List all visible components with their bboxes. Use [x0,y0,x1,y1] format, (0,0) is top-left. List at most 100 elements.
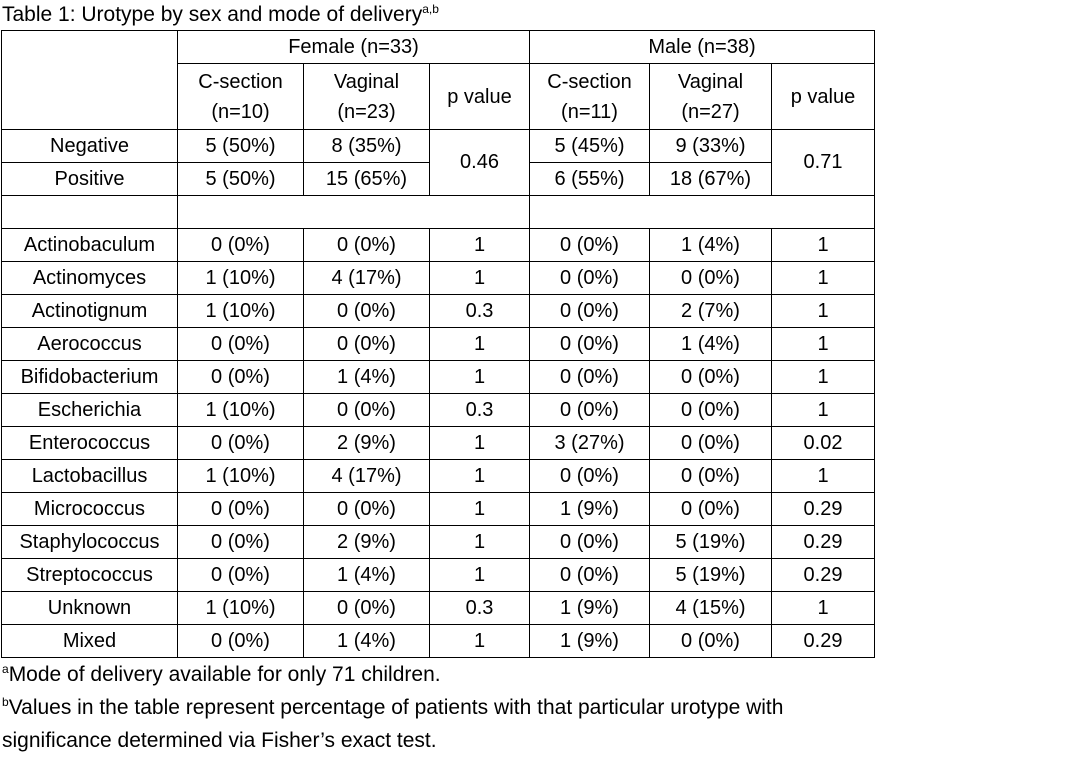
male-csection-cell: 0 (0%) [529,228,650,262]
female-vaginal-cell: 2 (9%) [303,426,430,460]
table-footnotes: aMode of delivery available for only 71 … [2,658,783,757]
female-pvalue-cell: 1 [429,558,530,592]
footnote-a: aMode of delivery available for only 71 … [2,658,783,691]
female-csection-cell: 1 (10%) [177,591,304,625]
female-csection-cell: 0 (0%) [177,327,304,361]
spacer-row [1,195,875,229]
row-label: Streptococcus [1,558,178,592]
female-vaginal-cell: 8 (35%) [303,129,430,163]
female-pvalue-cell: 1 [429,327,530,361]
row-label: Mixed [1,624,178,658]
row-label: Escherichia [1,393,178,427]
female-vaginal-cell: 0 (0%) [303,393,430,427]
footnote-b: bValues in the table represent percentag… [2,691,783,724]
female-csection-cell: 1 (10%) [177,459,304,493]
male-pvalue-cell: 1 [771,393,875,427]
male-vaginal-cell: 2 (7%) [649,294,772,328]
footnote-text: Mode of delivery available for only 71 c… [8,663,441,686]
female-vaginal-header: Vaginal (n=23) [303,63,430,130]
male-group-header: Male (n=38) [529,30,875,64]
table-row: Bifidobacterium 0 (0%) 1 (4%) 1 0 (0%) 0 (0%)… [1,360,875,394]
male-vaginal-cell: 0 (0%) [649,624,772,658]
female-vaginal-cell: 4 (17%) [303,459,430,493]
female-pvalue-cell: 0.3 [429,393,530,427]
male-pvalue-cell: 0.29 [771,624,875,658]
female-csection-cell: 0 (0%) [177,360,304,394]
female-pvalue-cell: 1 [429,360,530,394]
table-row: Aerococcus 0 (0%) 0 (0%) 1 0 (0%) 1 (4%) 1 [1,327,875,361]
row-label: Staphylococcus [1,525,178,559]
male-vaginal-cell: 1 (4%) [649,228,772,262]
male-csection-cell: 0 (0%) [529,525,650,559]
female-csection-cell: 1 (10%) [177,294,304,328]
female-vaginal-cell: 0 (0%) [303,228,430,262]
male-vaginal-cell: 9 (33%) [649,129,772,163]
footnote-mark: b [2,695,9,709]
female-pvalue-header: p value [429,63,530,130]
female-vaginal-cell: 15 (65%) [303,162,430,196]
male-pvalue-cell: 1 [771,261,875,295]
male-vaginal-cell: 0 (0%) [649,393,772,427]
table-row: Actinobaculum 0 (0%) 0 (0%) 1 0 (0%) 1 (4%) 1 [1,228,875,262]
male-vaginal-header: Vaginal (n=27) [649,63,772,130]
footnote-text: significance determined via Fisher’s exa… [2,729,437,752]
male-pvalue-cell: 1 [771,327,875,361]
male-pvalue-cell: 1 [771,591,875,625]
table-row: Actinotignum 1 (10%) 0 (0%) 0.3 0 (0%) 2 (7%)… [1,294,875,328]
female-vaginal-cell: 1 (4%) [303,360,430,394]
male-csection-cell: 6 (55%) [529,162,650,196]
male-csection-cell: 0 (0%) [529,459,650,493]
male-csection-cell: 3 (27%) [529,426,650,460]
male-vaginal-cell: 5 (19%) [649,558,772,592]
male-pvalue-cell: 1 [771,459,875,493]
female-csection-cell: 0 (0%) [177,525,304,559]
female-pvalue-cell: 1 [429,459,530,493]
table-row-positive: Positive 5 (50%) 15 (65%) 6 (55%) 18 (67… [1,162,875,196]
female-csection-cell: 0 (0%) [177,558,304,592]
table-caption: Table 1: Urotype by sex and mode of deli… [2,2,439,28]
row-label: Enterococcus [1,426,178,460]
female-status-pvalue: 0.46 [429,129,530,196]
male-pvalue-cell: 0.29 [771,525,875,559]
row-label: Actinomyces [1,261,178,295]
male-csection-header: C-section (n=11) [529,63,650,130]
female-vaginal-cell: 0 (0%) [303,294,430,328]
urotype-table: Female (n=33) Male (n=38) C-section (n=10… [1,30,875,658]
row-label: Actinotignum [1,294,178,328]
female-vaginal-cell: 2 (9%) [303,525,430,559]
row-label: Lactobacillus [1,459,178,493]
male-csection-cell: 5 (45%) [529,129,650,163]
caption-superscript: a,b [422,2,439,16]
female-pvalue-cell: 1 [429,228,530,262]
male-vaginal-cell: 18 (67%) [649,162,772,196]
male-csection-cell: 1 (9%) [529,492,650,526]
female-csection-cell: 0 (0%) [177,492,304,526]
table-row: Micrococcus 0 (0%) 0 (0%) 1 1 (9%) 0 (0%) 0.29 [1,492,875,526]
table-row: Unknown 1 (10%) 0 (0%) 0.3 1 (9%) 4 (15%) 1 [1,591,875,625]
header-row-columns: C-section (n=10) Vaginal (n=23) p value C-… [2,63,875,130]
male-vaginal-cell: 0 (0%) [649,459,772,493]
spacer-label-cell [1,195,178,229]
table-row: Streptococcus 0 (0%) 1 (4%) 1 0 (0%) 5 (19%) 0… [1,558,875,592]
female-pvalue-cell: 1 [429,525,530,559]
male-csection-cell: 0 (0%) [529,261,650,295]
female-csection-cell: 0 (0%) [177,426,304,460]
female-vaginal-cell: 0 (0%) [303,327,430,361]
header-line: C-section [547,70,632,93]
female-vaginal-cell: 1 (4%) [303,558,430,592]
table-body: Female (n=33) Male (n=38) C-section (n=10… [1,30,875,658]
table-row: Staphylococcus 0 (0%) 2 (9%) 1 0 (0%) 5 (19%)… [1,525,875,559]
female-pvalue-cell: 1 [429,426,530,460]
female-csection-cell: 0 (0%) [177,624,304,658]
female-csection-cell: 5 (50%) [177,162,304,196]
header-line: (n=11) [561,100,618,123]
table-row: Enterococcus 0 (0%) 2 (9%) 1 3 (27%) 0 (0%) 0.… [1,426,875,460]
row-label: Bifidobacterium [1,360,178,394]
male-vaginal-cell: 0 (0%) [649,261,772,295]
female-pvalue-cell: 1 [429,261,530,295]
header-line: C-section [198,70,283,93]
footnote-mark: a [2,662,9,676]
male-pvalue-cell: 0.29 [771,558,875,592]
female-csection-header: C-section (n=10) [177,63,304,130]
male-pvalue-cell: 0.02 [771,426,875,460]
